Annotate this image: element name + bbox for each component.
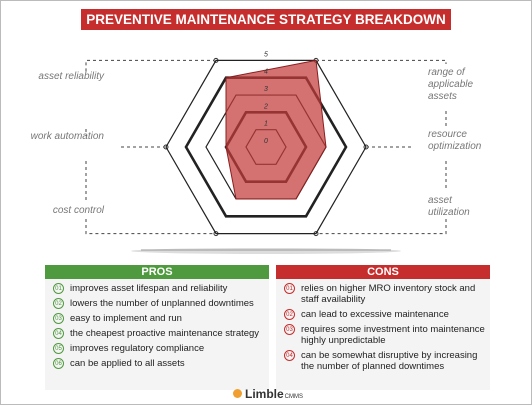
axis-label: cost control	[52, 205, 104, 216]
item-text: easy to implement and run	[70, 313, 182, 324]
item-text: can be somewhat disruptive by increasing…	[301, 350, 478, 372]
item-text: can be applied to all assets	[70, 358, 185, 369]
logo-name: Limble	[245, 387, 284, 401]
item-number: 05	[53, 343, 64, 354]
item-text: lowers the number of unplanned downtimes	[70, 298, 254, 309]
cons-header: CONS	[276, 265, 490, 279]
logo-icon	[233, 389, 242, 398]
leader-line	[316, 59, 447, 235]
list-item: 03 requires some investment into maintena…	[284, 324, 490, 346]
list-item: 04 the cheapest proactive maintenance str…	[53, 328, 269, 339]
r-tick-label: 0	[264, 138, 268, 145]
axis-label: asset reliability	[38, 71, 104, 82]
item-number: 06	[53, 358, 64, 369]
list-item: 06 can be applied to all assets	[53, 358, 269, 369]
item-text: relies on higher MRO inventory stock and…	[301, 283, 476, 305]
r-tick-label: 4	[264, 69, 268, 76]
list-item: 05 improves regulatory compliance	[53, 343, 269, 354]
item-text: improves regulatory compliance	[70, 343, 205, 354]
pros-panel: PROS 01 improves asset lifespan and relia…	[45, 265, 269, 390]
logo-suffix: CMMS	[284, 394, 304, 400]
r-tick-label: 5	[264, 51, 268, 58]
list-item: 01 relies on higher MRO inventory stock a…	[284, 283, 490, 305]
axis-label: resource optimization	[428, 129, 482, 152]
axis-label: work automation	[30, 131, 104, 142]
item-number: 04	[284, 350, 295, 361]
cons-panel: CONS 01 relies on higher MRO inventory st…	[276, 265, 490, 390]
pros-header: PROS	[45, 265, 269, 279]
item-number: 04	[53, 328, 64, 339]
axis-label: asset utilization	[428, 195, 470, 218]
base-shadow	[131, 248, 401, 254]
item-number: 03	[284, 324, 295, 335]
radar-area	[225, 59, 327, 200]
item-number: 01	[284, 283, 295, 294]
item-number: 01	[53, 283, 64, 294]
radar-chart: 0 1 2 3 4 5	[85, 51, 447, 254]
item-number: 02	[284, 309, 295, 320]
list-item: 02 can lead to excessive maintenance	[284, 309, 490, 320]
item-text: requires some investment into maintenanc…	[301, 324, 485, 346]
item-text: improves asset lifespan and reliability	[70, 283, 228, 294]
item-text: can lead to excessive maintenance	[301, 309, 449, 320]
list-item: 01 improves asset lifespan and reliabilit…	[53, 283, 269, 294]
r-tick-label: 1	[264, 121, 268, 128]
list-item: 02 lowers the number of unplanned downtim…	[53, 298, 269, 309]
axis-label: range of applicable assets	[428, 67, 474, 102]
list-item: 04 can be somewhat disruptive by increasi…	[284, 350, 490, 372]
leader-line	[85, 59, 216, 235]
item-number: 02	[53, 298, 64, 309]
r-tick-label: 2	[263, 103, 268, 110]
item-text: the cheapest proactive maintenance strat…	[70, 328, 260, 339]
item-number: 03	[53, 313, 64, 324]
title: PREVENTIVE MAINTENANCE STRATEGY BREAKDOW…	[81, 9, 451, 30]
list-item: 03 easy to implement and run	[53, 313, 269, 324]
logo: LimbleCMMS	[233, 387, 303, 401]
r-tick-label: 3	[264, 86, 268, 93]
